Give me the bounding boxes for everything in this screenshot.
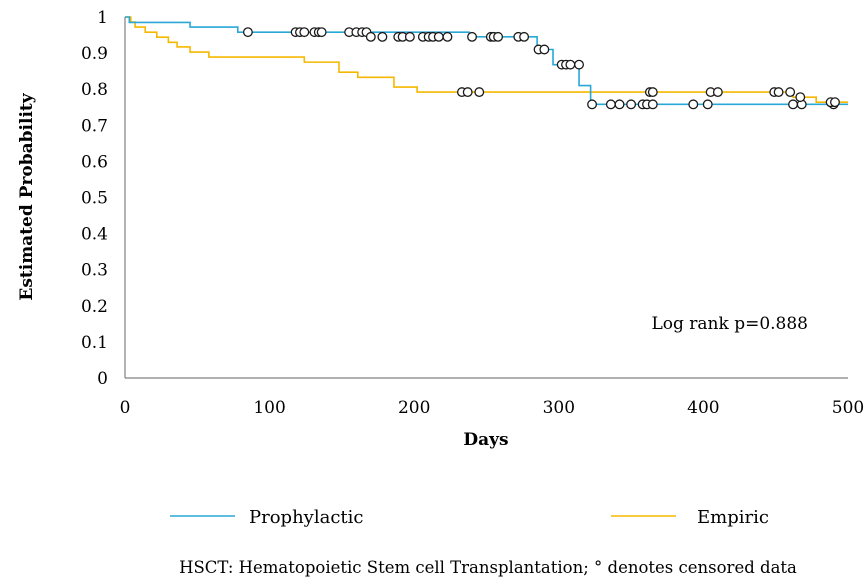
y-tick-label: 0.6 [81,152,108,172]
y-tick-label: 0.8 [81,80,108,100]
legend: Prophylactic Empiric [170,507,769,528]
legend-label-empiric: Empiric [697,507,769,528]
censor-marker-prophylactic [614,99,625,110]
censor-marker-prophylactic [299,27,310,38]
x-tick-labels: 0 100 200 300 400 500 [120,398,865,418]
series-line-prophylactic [125,16,848,106]
series-group [125,16,848,106]
censor-marker-prophylactic [587,99,598,110]
legend-label-prophylactic: Prophylactic [249,507,363,528]
censor-marker-prophylactic [365,31,376,42]
censor-marker-prophylactic [433,31,444,42]
censor-marker-prophylactic [493,31,504,42]
censor-marker-empiric [773,87,784,98]
censor-marker-empiric [830,97,840,108]
censor-marker-prophylactic [647,99,658,110]
x-tick-label: 400 [687,398,719,418]
x-tick-label: 500 [832,398,864,418]
censor-marker-prophylactic [242,27,253,38]
y-tick-label: 0.5 [81,189,108,209]
x-tick-label: 300 [543,398,575,418]
y-tick-label: 0.2 [81,297,108,317]
censor-marker-prophylactic [688,99,699,110]
footnote: HSCT: Hematopoietic Stem cell Transplant… [179,558,797,577]
censor-marker-prophylactic [404,31,415,42]
censor-marker-prophylactic [539,44,550,55]
y-tick-label: 0 [97,369,108,389]
log-rank-annotation: Log rank p=0.888 [651,314,808,334]
x-tick-label: 200 [398,398,430,418]
censor-marker-empiric [795,92,806,103]
censor-marker-prophylactic [702,99,713,110]
x-tick-label: 0 [120,398,131,418]
censor-markers [242,27,840,110]
censor-marker-prophylactic [442,31,453,42]
censor-marker-prophylactic [788,99,799,110]
censor-marker-prophylactic [565,59,576,70]
y-tick-label: 1 [97,8,108,28]
y-tick-label: 0.3 [81,261,108,281]
x-tick-label: 100 [253,398,285,418]
censor-marker-prophylactic [574,59,584,70]
y-tick-labels: 0 0.1 0.2 0.3 0.4 0.5 0.6 0.7 0.8 0.9 1 [81,8,108,389]
censor-marker-empiric [474,87,485,98]
censor-marker-prophylactic [605,99,616,110]
x-axis-title: Days [463,430,508,450]
censor-marker-empiric [712,87,723,98]
censor-marker-empiric [462,87,473,98]
censor-marker-empiric [785,87,796,98]
axes [124,17,848,379]
series-line-empiric [125,16,848,103]
censor-marker-prophylactic [519,31,530,42]
y-tick-label: 0.9 [81,44,108,64]
y-tick-label: 0.4 [81,225,108,245]
censor-marker-empiric [647,87,658,98]
censor-marker-prophylactic [467,31,477,42]
censor-marker-prophylactic [626,99,637,110]
censor-marker-prophylactic [377,31,388,42]
y-axis-title: Estimated Probability [17,92,37,300]
y-tick-label: 0.1 [81,333,108,353]
censor-marker-prophylactic [316,27,327,38]
y-tick-label: 0.7 [81,116,108,136]
